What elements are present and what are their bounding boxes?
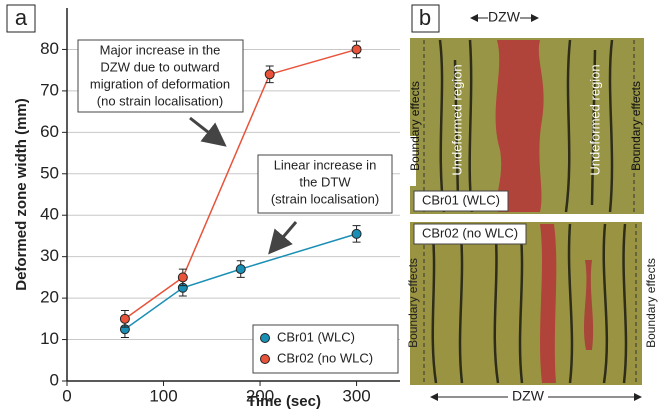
y-tick-label: 80 — [40, 39, 59, 58]
region-label: Undeformed region — [449, 64, 464, 175]
data-point — [265, 70, 274, 79]
dimension-label: DZW — [512, 388, 545, 404]
annotation-text: migration of deformation — [90, 76, 230, 91]
x-tick-label: 300 — [342, 386, 370, 405]
boundary-label: Boundary effects — [408, 81, 422, 171]
annotation-text: the DTW — [299, 174, 351, 189]
y-tick-label: 10 — [40, 329, 59, 348]
photo-top — [410, 38, 644, 214]
legend-marker — [261, 334, 270, 343]
data-point — [236, 265, 245, 274]
annotation-arrow — [190, 118, 222, 143]
panel-label: b — [419, 5, 431, 30]
y-tick-label: 50 — [40, 163, 59, 182]
boundary-label: Boundary effects — [406, 258, 420, 348]
region-label: Undeformed region — [587, 64, 602, 175]
annotation-text: Major increase in the — [100, 42, 221, 57]
photo-caption: CBr01 (WLC) — [422, 192, 500, 207]
dimension-label: DZW — [488, 9, 521, 25]
y-axis-label: Deformed zone width (mm) — [13, 98, 30, 291]
y-tick-label: 60 — [40, 122, 59, 141]
x-tick-label: 100 — [149, 386, 177, 405]
annotation-text: (no strain localisation) — [97, 93, 223, 108]
annotation-text: DZW due to outward — [100, 59, 219, 74]
data-point — [352, 229, 361, 238]
legend-label: CBr01 (WLC) — [277, 329, 355, 344]
boundary-label: Boundary effects — [629, 81, 643, 171]
series-line — [125, 234, 357, 329]
y-tick-label: 20 — [40, 288, 59, 307]
y-tick-label: 40 — [40, 205, 59, 224]
figure: a b DZW DZW Boundary effects Boundary ef… — [0, 0, 672, 412]
legend-marker — [261, 355, 270, 364]
legend-label: CBr02 (no WLC) — [277, 350, 373, 365]
annotation-arrow — [272, 222, 296, 250]
data-point — [120, 314, 129, 323]
panel-label: a — [15, 5, 28, 30]
data-point — [178, 273, 187, 282]
x-axis-label: Time (sec) — [247, 393, 321, 410]
photo-bottom — [410, 222, 642, 385]
annotation-text: Linear increase in — [274, 157, 377, 172]
y-tick-label: 70 — [40, 80, 59, 99]
data-point — [352, 45, 361, 54]
y-tick-label: 30 — [40, 246, 59, 265]
boundary-label: Boundary effects — [644, 258, 658, 348]
photo-caption: CBr02 (no WLC) — [422, 225, 518, 240]
x-tick-label: 0 — [62, 386, 71, 405]
annotation-text: (strain localisation) — [271, 191, 379, 206]
y-tick-label: 0 — [50, 370, 59, 389]
